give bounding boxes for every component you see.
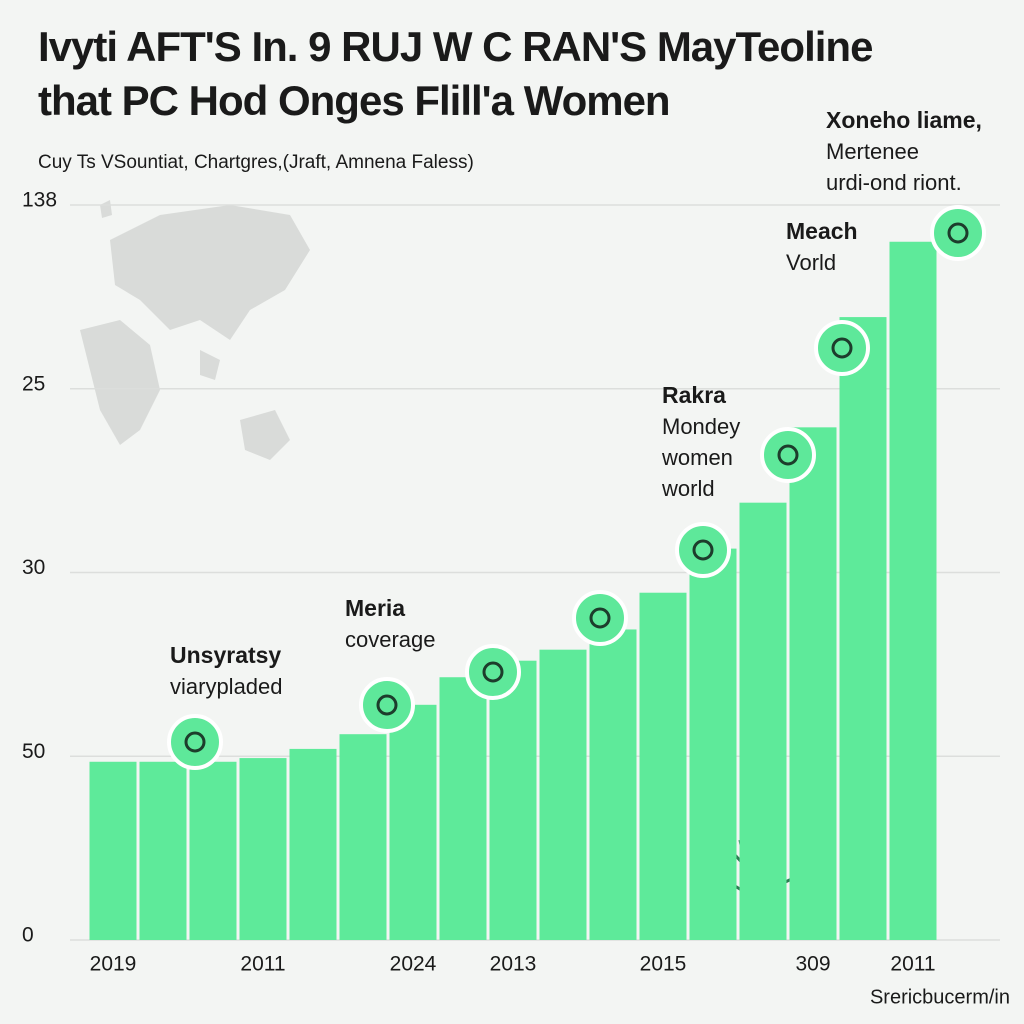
y-tick-label: 0 <box>22 924 34 947</box>
x-tick-label: 2011 <box>890 953 935 976</box>
bar <box>189 761 237 940</box>
icon-badge <box>930 205 986 261</box>
annotation-text: Mondey <box>662 414 740 439</box>
icon-glyph <box>184 731 206 753</box>
y-tick-label: 50 <box>22 740 45 763</box>
icon-glyph <box>376 694 398 716</box>
annotation-text: coverage <box>345 627 436 652</box>
annotation-title: Rakra <box>662 382 726 408</box>
icon-badge <box>675 522 731 578</box>
y-tick-label: 25 <box>22 372 45 395</box>
bar <box>489 660 537 940</box>
bar <box>839 317 887 940</box>
annotation-title: Unsyratsy <box>170 642 281 668</box>
y-tick-label: 30 <box>22 556 45 579</box>
bar <box>89 761 137 940</box>
icon-badge <box>760 427 816 483</box>
icon-glyph <box>589 607 611 629</box>
annotation-title: Xoneho liame, <box>826 107 982 133</box>
icon-glyph <box>692 539 714 561</box>
annotation-title: Meria <box>345 595 405 621</box>
bar <box>139 761 187 940</box>
annotation-text: Vorld <box>786 250 836 275</box>
icon-glyph <box>482 661 504 683</box>
x-tick-label: 2011 <box>240 953 285 976</box>
bar <box>639 592 687 940</box>
bar <box>689 548 737 940</box>
bar <box>389 704 437 940</box>
bar <box>739 502 787 940</box>
annotation-title: Meach <box>786 218 858 244</box>
bar <box>789 427 837 940</box>
x-tick-label: 2015 <box>640 953 687 976</box>
x-tick-label: 309 <box>795 953 830 976</box>
icon-glyph <box>947 222 969 244</box>
source: Srericbucerm/in <box>870 986 1010 1008</box>
annotation-text: world <box>661 476 715 501</box>
icon-glyph <box>777 444 799 466</box>
icon-badge <box>572 590 628 646</box>
world-map <box>80 200 310 460</box>
bar <box>539 649 587 940</box>
x-tick-label: 2013 <box>490 953 537 976</box>
annotation-text: Mertenee <box>826 139 919 164</box>
annotation-text: urdi-ond riont. <box>826 170 962 195</box>
x-tick-label: 2024 <box>390 953 437 976</box>
bar <box>439 677 487 940</box>
icon-badge <box>465 644 521 700</box>
icon-badge <box>167 714 223 770</box>
bar <box>239 758 287 940</box>
annotation-text: women <box>661 445 733 470</box>
bar <box>889 241 937 940</box>
icon-badge <box>359 677 415 733</box>
subtitle: Cuy Ts VSountiat, Chartgres,(Jraft, Amne… <box>38 152 474 173</box>
icon-badge <box>814 320 870 376</box>
y-tick-label: 138 <box>22 189 57 212</box>
bar <box>589 629 637 940</box>
bar <box>289 748 337 940</box>
x-tick-label: 2019 <box>90 953 137 976</box>
chart-title: Ivyti AFT'S In. 9 RUJ W C RAN'S MayTeoli… <box>38 23 872 70</box>
annotation-text: viarypladed <box>170 674 283 699</box>
chart-title: that PC Hod Onges Flill'a Women <box>38 77 670 124</box>
bar <box>339 734 387 940</box>
icon-glyph <box>831 337 853 359</box>
